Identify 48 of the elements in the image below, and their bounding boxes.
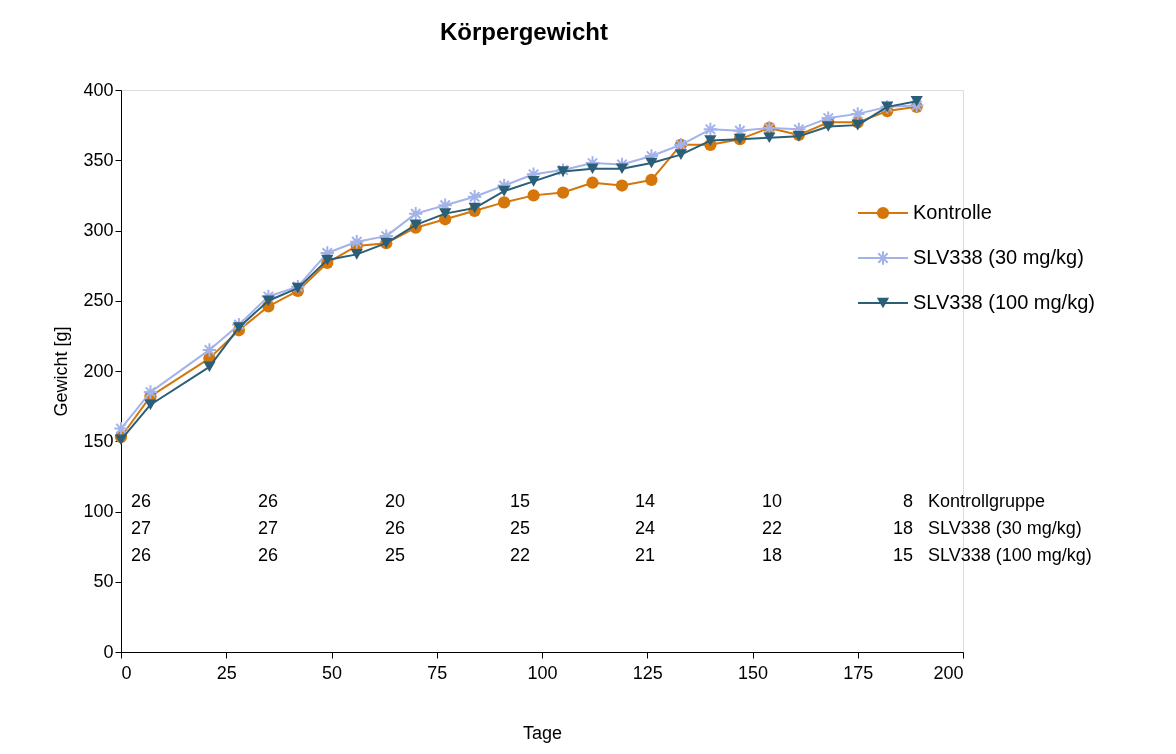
x-axis-title: Tage bbox=[522, 722, 563, 743]
y-tick-label: 400 bbox=[83, 79, 114, 100]
annotation: Kontrollgruppe bbox=[928, 491, 1046, 511]
annotation: 24 bbox=[634, 518, 656, 538]
annotation: 14 bbox=[634, 491, 656, 511]
legend-label: Kontrolle bbox=[913, 201, 992, 223]
legend-label: SLV338 (30 mg/kg) bbox=[913, 246, 1084, 268]
annotation: 26 bbox=[130, 491, 152, 511]
annotation: 15 bbox=[892, 545, 913, 565]
annotation: 26 bbox=[257, 545, 279, 565]
x-tick-label: 200 bbox=[933, 662, 964, 683]
y-axis-title: Gewicht [g] bbox=[51, 326, 72, 417]
annotation: 25 bbox=[509, 518, 531, 538]
y-tick-label: 300 bbox=[83, 220, 114, 240]
y-tick-label: 250 bbox=[83, 290, 114, 311]
x-tick-label: 50 bbox=[321, 662, 343, 683]
annotation: 27 bbox=[257, 518, 279, 538]
annotation: SLV338 (30 mg/kg) bbox=[928, 518, 1082, 538]
y-tick-label: 200 bbox=[83, 360, 114, 381]
annotation: 15 bbox=[509, 491, 531, 511]
legend-label: SLV338 (100 mg/kg) bbox=[913, 291, 1095, 313]
y-tick-label: 350 bbox=[83, 149, 114, 170]
x-tick-label: 175 bbox=[843, 662, 874, 683]
annotation: 22 bbox=[761, 518, 783, 538]
annotation: 10 bbox=[761, 491, 783, 511]
x-tick-label: 75 bbox=[427, 662, 448, 683]
annotation: 8 bbox=[902, 491, 913, 511]
y-tick-label: 0 bbox=[103, 641, 114, 662]
annotation: 27 bbox=[130, 518, 152, 538]
annotation: SLV338 (100 mg/kg) bbox=[928, 545, 1092, 565]
annotation: 26 bbox=[257, 491, 279, 511]
y-tick-label: 150 bbox=[83, 430, 114, 451]
annotation: 18 bbox=[761, 545, 783, 565]
annotation: 25 bbox=[384, 545, 406, 565]
y-tick-label: 50 bbox=[93, 571, 114, 592]
annotation: 21 bbox=[634, 545, 656, 565]
chart-title: Körpergewicht bbox=[439, 18, 609, 45]
x-tick-label: 0 bbox=[121, 662, 132, 683]
x-tick-label: 150 bbox=[737, 662, 769, 683]
x-tick-label: 100 bbox=[527, 662, 558, 683]
x-tick-label: 25 bbox=[216, 662, 237, 683]
annotation: 22 bbox=[509, 545, 531, 565]
annotation: 20 bbox=[384, 491, 406, 511]
y-tick-label: 100 bbox=[83, 501, 114, 521]
annotation: 26 bbox=[384, 518, 406, 538]
annotation: 18 bbox=[892, 518, 913, 538]
x-tick-label: 125 bbox=[632, 662, 663, 683]
annotation: 26 bbox=[130, 545, 152, 565]
